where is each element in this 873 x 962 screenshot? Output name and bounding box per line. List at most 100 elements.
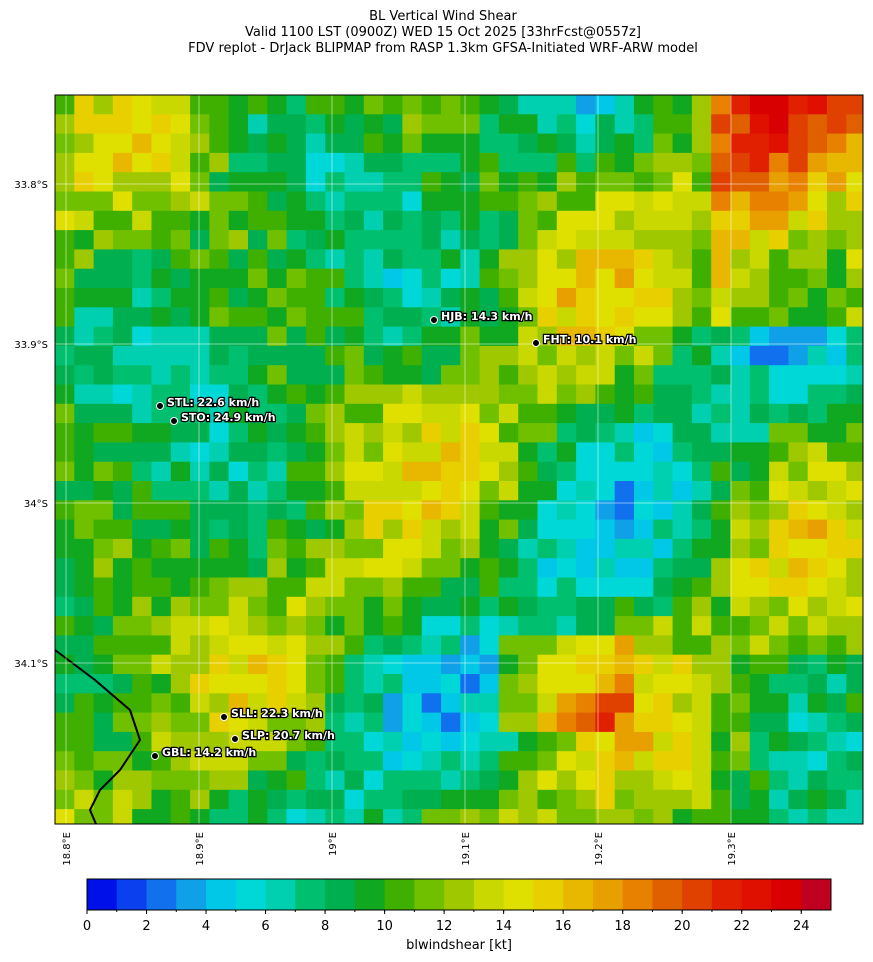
map-cell (151, 789, 172, 810)
map-cell (479, 307, 500, 328)
map-cell (846, 326, 863, 347)
map-cell (749, 751, 770, 771)
map-cell (634, 674, 654, 694)
map-cell (691, 95, 712, 115)
map-cell (151, 210, 172, 231)
map-cell (537, 538, 558, 559)
map-cell (769, 558, 789, 578)
map-cell (325, 616, 345, 636)
map-cell (74, 519, 95, 540)
map-cell (441, 423, 461, 443)
map-cell (769, 635, 789, 656)
colorbar-tick-label: 20 (674, 919, 691, 934)
map-cell (498, 635, 519, 656)
map-cell (711, 519, 731, 540)
map-cell (846, 712, 863, 733)
map-cell (749, 288, 770, 308)
map-cell (93, 133, 114, 154)
map-cell (363, 519, 384, 540)
map-cell (595, 172, 616, 192)
map-cell (421, 519, 442, 540)
map-cell (74, 751, 95, 771)
map-cell (614, 172, 635, 192)
map-cell (248, 365, 268, 385)
map-cell (267, 365, 288, 385)
map-cell (634, 172, 654, 192)
map-cell (55, 654, 75, 675)
map-cell (363, 230, 384, 250)
map-cell (846, 152, 863, 173)
map-cell (595, 345, 616, 366)
map-cell (556, 789, 577, 810)
map-cell (383, 500, 403, 521)
map-cell (170, 751, 191, 771)
map-cell (267, 809, 288, 824)
map-cell (305, 751, 326, 771)
map-cell (93, 326, 114, 347)
colorbar-tick-label: 6 (261, 919, 269, 934)
map-cell (305, 249, 326, 270)
map-cell (286, 384, 307, 405)
map-cell (479, 558, 500, 578)
map-cell (325, 423, 345, 443)
map-cell (846, 230, 863, 250)
map-cell (556, 384, 577, 405)
map-cell (846, 654, 863, 675)
map-cell (788, 789, 809, 810)
map-cell (614, 365, 635, 385)
map-cell (846, 133, 863, 154)
map-cell (711, 365, 731, 385)
map-cell (537, 616, 558, 636)
map-cell (93, 616, 114, 636)
map-cell (788, 210, 809, 231)
map-cell (595, 674, 616, 694)
map-cell (363, 152, 384, 173)
map-cell (827, 95, 847, 115)
map-cell (788, 500, 809, 521)
map-cell (112, 751, 133, 771)
map-cell (402, 442, 423, 463)
map-cell (248, 442, 268, 463)
map-cell (614, 423, 635, 443)
colorbar-bin (473, 879, 505, 910)
map-cell (267, 635, 288, 656)
map-cell (595, 751, 616, 771)
map-cell (807, 770, 828, 791)
map-cell (344, 210, 365, 231)
map-cell (286, 230, 307, 250)
map-cell (518, 384, 538, 405)
map-cell (518, 423, 538, 443)
map-cell (537, 558, 558, 578)
map-cell (402, 191, 423, 212)
map-cell (846, 345, 863, 366)
map-cell (151, 596, 172, 617)
map-cell (248, 789, 268, 810)
map-cell (441, 442, 461, 463)
map-cell (421, 538, 442, 559)
map-cell (460, 751, 481, 771)
map-cell (498, 770, 519, 791)
map-cell (421, 326, 442, 347)
map-cell (846, 519, 863, 540)
map-cell (248, 423, 268, 443)
map-cell (691, 577, 712, 598)
map-cell (267, 133, 288, 154)
map-cell (421, 384, 442, 405)
map-cell (595, 461, 616, 482)
map-cell (93, 210, 114, 231)
lon-label: 19°E (328, 832, 339, 856)
map-cell (518, 674, 538, 694)
map-cell (634, 461, 654, 482)
lon-label: 19.1°E (461, 832, 472, 866)
map-cell (132, 558, 152, 578)
map-cell (190, 616, 210, 636)
map-cell (749, 365, 770, 385)
map-cell (132, 307, 152, 328)
map-cell (460, 249, 481, 270)
map-cell (576, 674, 596, 694)
map-cell (402, 751, 423, 771)
map-cell (112, 403, 133, 424)
map-cell (807, 442, 828, 463)
map-cell (595, 519, 616, 540)
map-cell (691, 500, 712, 521)
